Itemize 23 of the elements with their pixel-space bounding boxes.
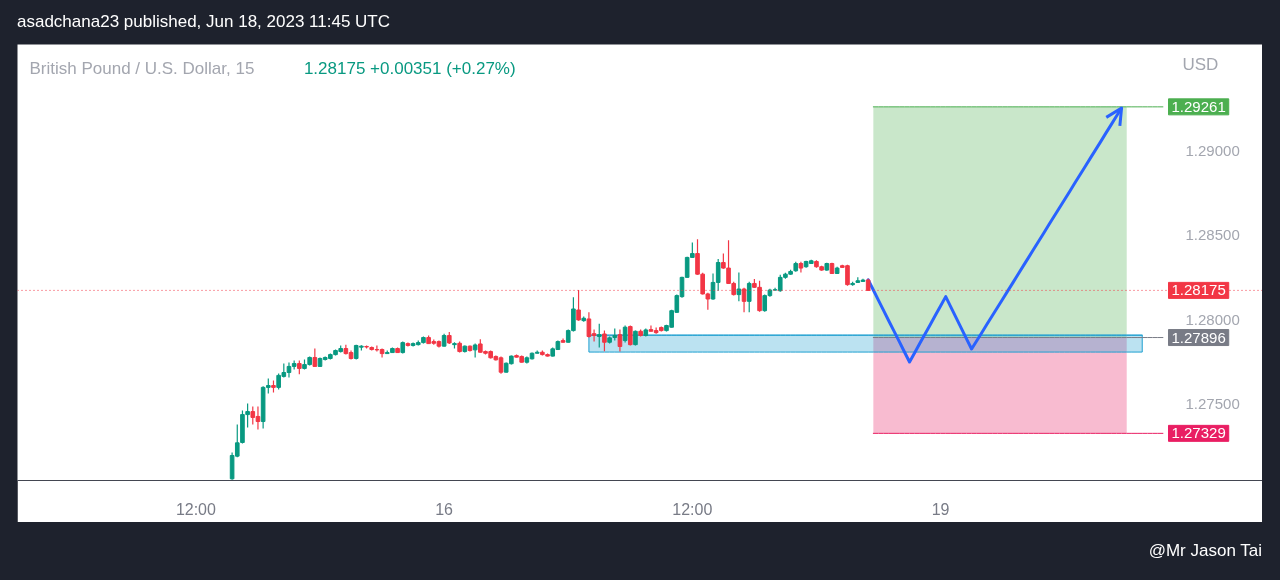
candlestick bbox=[746, 281, 752, 313]
candlestick bbox=[736, 271, 742, 302]
y-tick-label: 1.27500 bbox=[1185, 395, 1240, 413]
x-tick-label: 12:00 bbox=[672, 500, 713, 518]
candlestick bbox=[602, 330, 607, 352]
text: @Mr Jason Tai bbox=[1148, 540, 1262, 562]
candlestick bbox=[596, 323, 602, 349]
y-tick-label: 1.29000 bbox=[1185, 141, 1240, 159]
y-tick-label: 1.28500 bbox=[1185, 226, 1240, 244]
data-label: 1.29261 bbox=[1171, 97, 1226, 115]
data-label: 1.27896 bbox=[1171, 328, 1226, 346]
x-tick-label: 12:00 bbox=[175, 500, 217, 518]
y-tick-label: 1.28000 bbox=[1185, 310, 1240, 328]
text: British Pound / U.S. Dollar, 15 bbox=[29, 59, 255, 78]
x-tick-label: 19 bbox=[931, 500, 950, 518]
candlestick bbox=[250, 405, 256, 426]
y-axis-title: USD bbox=[1182, 55, 1219, 74]
text: 1.28175 +0.00351 (+0.27%) bbox=[303, 59, 516, 78]
ref-line-label: 1.28175 bbox=[1171, 281, 1226, 299]
x-tick-label: 16 bbox=[435, 500, 454, 518]
text: asadchana23 published, Jun 18, 2023 11:45 UTC bbox=[17, 11, 391, 33]
data-label: 1.27329 bbox=[1171, 424, 1226, 442]
candlestick bbox=[617, 328, 623, 353]
